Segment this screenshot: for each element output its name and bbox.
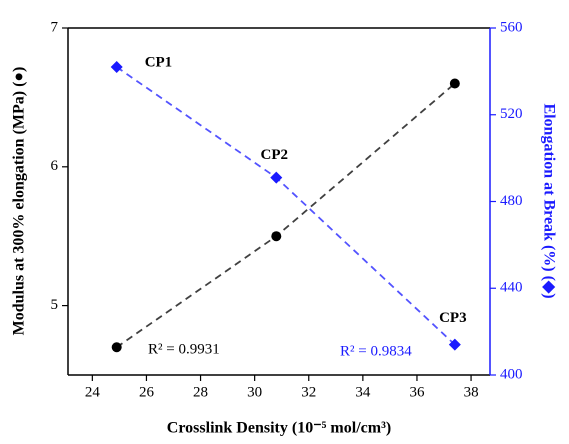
x-tick-label: 34 bbox=[355, 384, 371, 400]
point bbox=[111, 342, 122, 353]
x-tick-label: 32 bbox=[301, 384, 316, 400]
point bbox=[449, 78, 460, 89]
x-tick-label: 38 bbox=[464, 384, 479, 400]
y2-tick-label: 520 bbox=[500, 106, 523, 122]
point-label: CP3 bbox=[439, 310, 467, 326]
trend-line bbox=[116, 66, 456, 346]
y-axis-label: Modulus at 300% elongation (MPa) (●) bbox=[11, 67, 28, 336]
fit-label: R² = 0.9931 bbox=[148, 341, 220, 357]
x-tick-label: 30 bbox=[247, 384, 262, 400]
point bbox=[270, 171, 283, 184]
x-axis-label: Crosslink Density (10⁻⁵ mol/cm³) bbox=[167, 420, 391, 437]
point-label: CP1 bbox=[145, 54, 173, 70]
y2-tick-label: 400 bbox=[500, 366, 523, 382]
x-tick-label: 28 bbox=[193, 384, 208, 400]
y2-tick-label: 440 bbox=[500, 280, 523, 296]
y-tick-label: 5 bbox=[51, 297, 59, 313]
x-tick-label: 36 bbox=[409, 384, 425, 400]
y2-tick-label: 560 bbox=[500, 19, 523, 35]
point-label: CP2 bbox=[261, 147, 289, 163]
y2-tick-label: 480 bbox=[500, 193, 523, 209]
y-tick-label: 6 bbox=[51, 158, 59, 174]
x-tick-label: 26 bbox=[139, 384, 155, 400]
trend-line bbox=[116, 82, 456, 348]
fit-label: R² = 0.9834 bbox=[340, 343, 412, 359]
y-tick-label: 7 bbox=[51, 19, 59, 35]
point bbox=[448, 338, 461, 351]
y2-axis-label: Elongation at Break (%) (◆) bbox=[540, 103, 557, 298]
point bbox=[271, 231, 282, 242]
x-tick-label: 24 bbox=[85, 384, 101, 400]
point bbox=[110, 61, 123, 74]
